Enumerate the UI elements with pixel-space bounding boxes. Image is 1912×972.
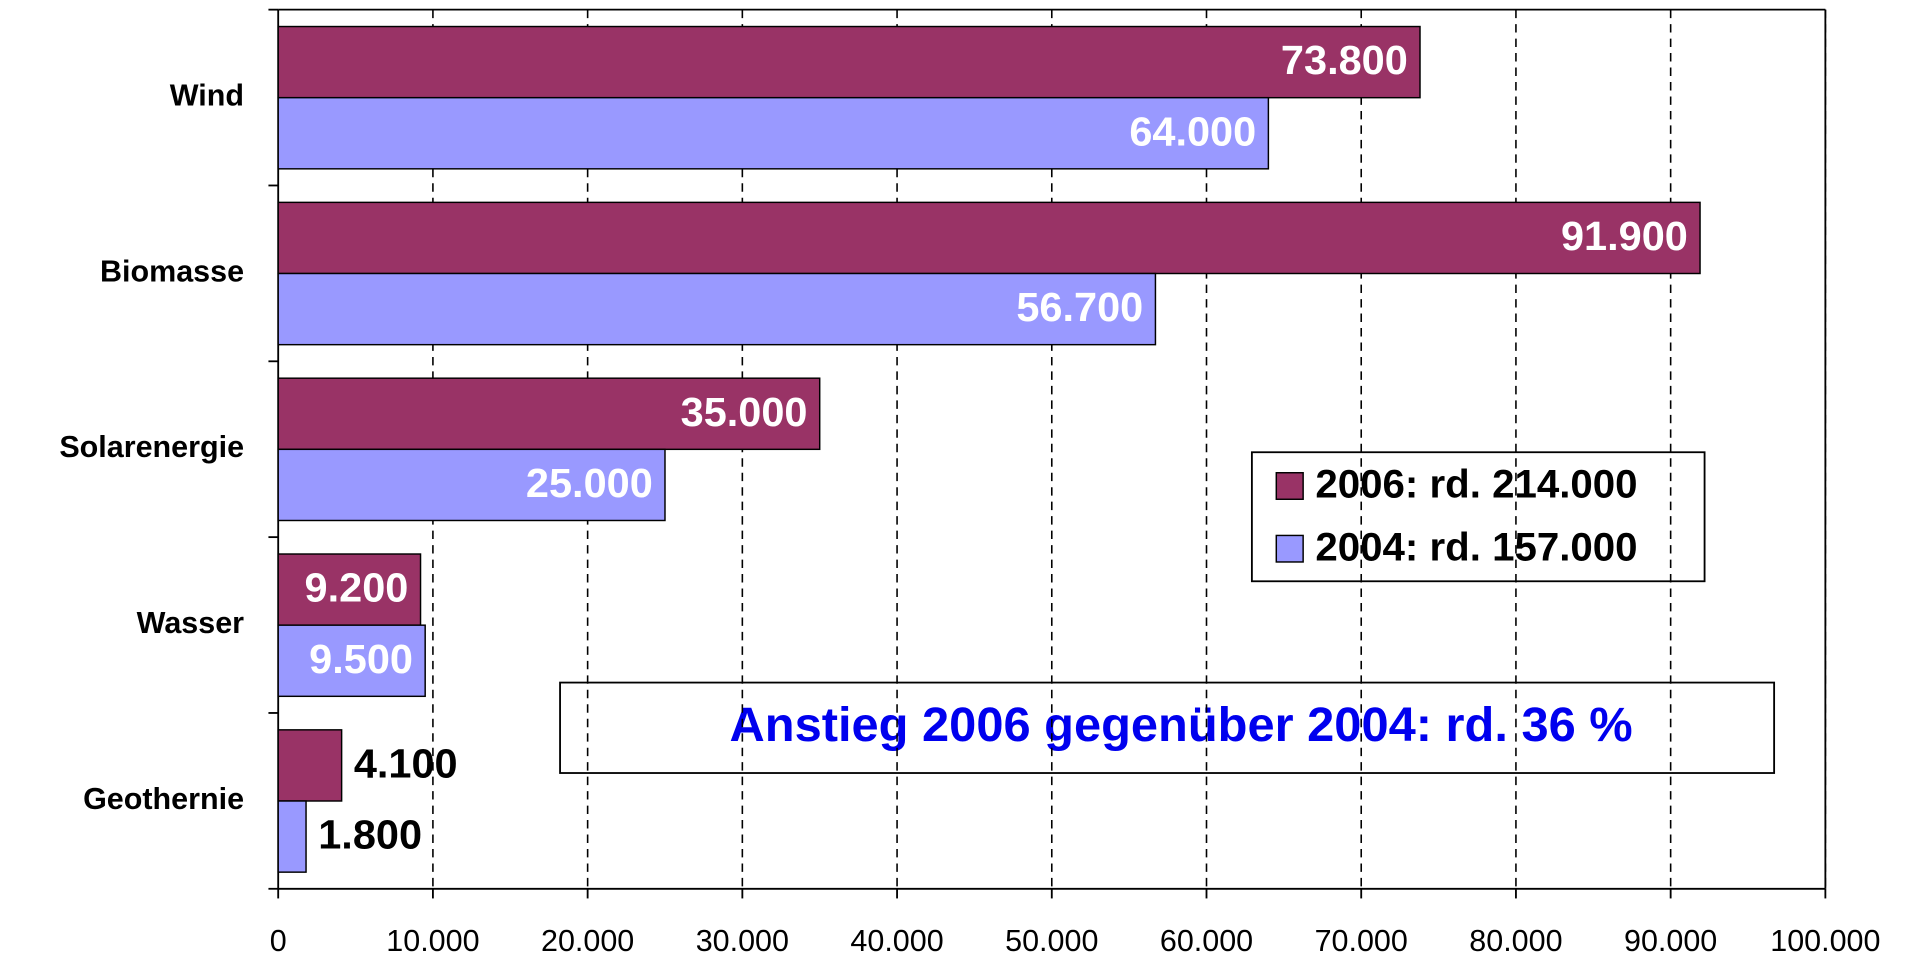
data-label: 64.000 xyxy=(1129,109,1256,155)
data-label: 35.000 xyxy=(681,389,808,435)
bar xyxy=(277,448,666,522)
bar xyxy=(277,272,1157,346)
bar xyxy=(277,729,343,802)
bar xyxy=(277,201,1701,275)
x-tick-label: 70.000 xyxy=(1315,925,1408,958)
y-tick-label: Wasser xyxy=(137,607,245,640)
x-tick-label: 90.000 xyxy=(1624,925,1717,958)
data-label: 9.200 xyxy=(305,565,409,611)
data-label: 73.800 xyxy=(1281,37,1408,83)
x-tick-label: 80.000 xyxy=(1469,925,1562,958)
x-tick-label: 100.000 xyxy=(1770,925,1880,958)
y-tick-label: Biomasse xyxy=(100,256,244,289)
legend-label: 2004: rd. 157.000 xyxy=(1315,526,1637,570)
data-label: 9.500 xyxy=(309,636,413,682)
x-tick-label: 0 xyxy=(270,925,287,958)
data-label: 25.000 xyxy=(526,460,653,506)
x-tick-label: 60.000 xyxy=(1160,925,1253,958)
annotation: Anstieg 2006 gegenüber 2004: rd. 36 % xyxy=(730,698,1633,752)
y-tick-label: Geothernie xyxy=(83,783,244,816)
legend-label: 2006: rd. 214.000 xyxy=(1315,463,1637,507)
data-label: 56.700 xyxy=(1016,284,1143,330)
x-tick-label: 20.000 xyxy=(541,925,634,958)
data-label: 1.800 xyxy=(318,812,422,858)
x-tick-label: 30.000 xyxy=(696,925,789,958)
annotation-box xyxy=(559,681,1776,774)
legend-swatch xyxy=(1275,472,1304,500)
y-tick-label: Solarenergie xyxy=(59,431,244,464)
legend-swatch xyxy=(1275,534,1304,563)
x-tick-label: 40.000 xyxy=(850,925,943,958)
bar xyxy=(277,553,422,626)
bar xyxy=(277,624,426,698)
x-tick-label: 10.000 xyxy=(386,925,479,958)
bar xyxy=(277,800,307,873)
bar xyxy=(277,96,1270,170)
x-tick-label: 50.000 xyxy=(1005,925,1098,958)
legend-box xyxy=(1250,451,1706,583)
bar xyxy=(277,25,1421,99)
data-label: 91.900 xyxy=(1561,213,1688,259)
y-tick-label: Wind xyxy=(170,80,244,113)
data-label: 4.100 xyxy=(354,741,458,787)
